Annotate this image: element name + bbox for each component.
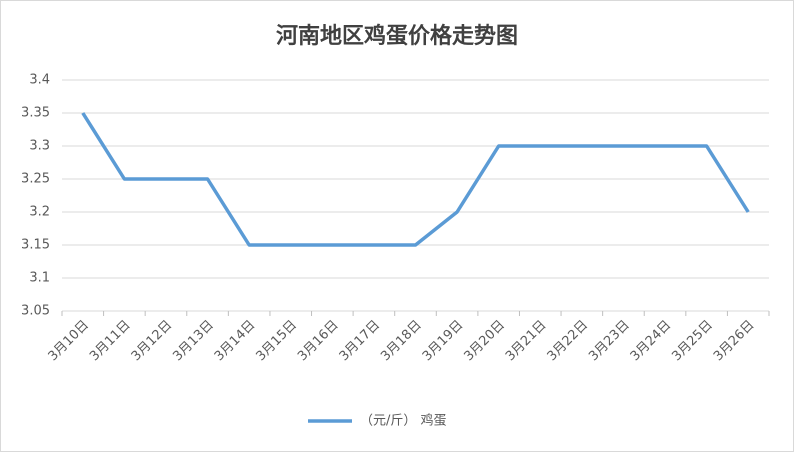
legend-label: （元/斤） 鸡蛋 [360, 413, 447, 429]
y-tick-label: 3.15 [21, 238, 50, 253]
y-tick-label: 3.1 [29, 271, 50, 286]
y-tick-label: 3.05 [21, 304, 50, 319]
y-tick-label: 3.4 [29, 73, 50, 88]
y-tick-label: 3.2 [29, 205, 50, 220]
line [81, 112, 750, 247]
y-tick-label: 3.35 [21, 106, 50, 121]
y-tick-label: 3.3 [29, 139, 50, 154]
y-tick-label: 3.25 [21, 172, 50, 187]
chart-title: 河南地区鸡蛋价格走势图 [276, 23, 518, 49]
